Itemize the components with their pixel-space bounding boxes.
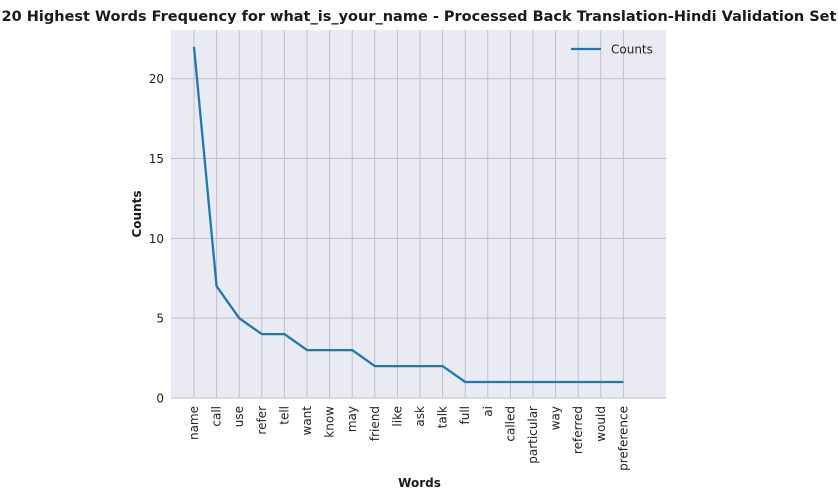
x-tick-label: preference bbox=[616, 406, 630, 471]
legend-label: Counts bbox=[611, 43, 653, 57]
y-tick-label: 10 bbox=[149, 232, 164, 246]
x-tick-label: name bbox=[187, 406, 201, 440]
x-tick-label: tell bbox=[277, 406, 291, 425]
x-tick-label: call bbox=[210, 406, 224, 427]
y-tick-label: 20 bbox=[149, 72, 164, 86]
x-tick-label: friend bbox=[368, 406, 382, 441]
y-axis-ticks: 0 5 10 15 20 bbox=[149, 72, 164, 405]
x-tick-label: like bbox=[390, 406, 404, 427]
grid bbox=[171, 30, 666, 399]
x-tick-label: refer bbox=[255, 406, 269, 435]
x-tick-label: may bbox=[345, 406, 359, 432]
x-tick-label: ai bbox=[481, 406, 495, 417]
y-tick-label: 5 bbox=[156, 312, 164, 326]
x-tick-label: talk bbox=[436, 406, 450, 428]
x-tick-label: particular bbox=[526, 406, 540, 464]
legend: Counts bbox=[571, 43, 653, 57]
series-line-counts bbox=[192, 46, 624, 384]
x-axis-ticks: name call use refer tell want know may friend lik… bbox=[187, 406, 630, 471]
x-axis-label: Words bbox=[398, 476, 441, 490]
y-tick-label: 15 bbox=[149, 152, 164, 166]
x-tick-label: way bbox=[549, 406, 563, 430]
x-tick-label: full bbox=[458, 406, 472, 425]
x-tick-label: use bbox=[232, 406, 246, 427]
y-axis-label: Counts bbox=[130, 190, 144, 237]
x-tick-label: ask bbox=[413, 406, 427, 427]
plot-area bbox=[171, 30, 666, 398]
chart-title: 20 Highest Words Frequency for what_is_y… bbox=[2, 9, 837, 25]
x-tick-label: want bbox=[300, 406, 314, 436]
x-tick-label: know bbox=[323, 406, 337, 438]
y-tick-label: 0 bbox=[156, 392, 164, 406]
x-tick-label: referred bbox=[571, 406, 585, 454]
x-tick-label: would bbox=[594, 406, 608, 442]
x-tick-label: called bbox=[503, 406, 517, 442]
